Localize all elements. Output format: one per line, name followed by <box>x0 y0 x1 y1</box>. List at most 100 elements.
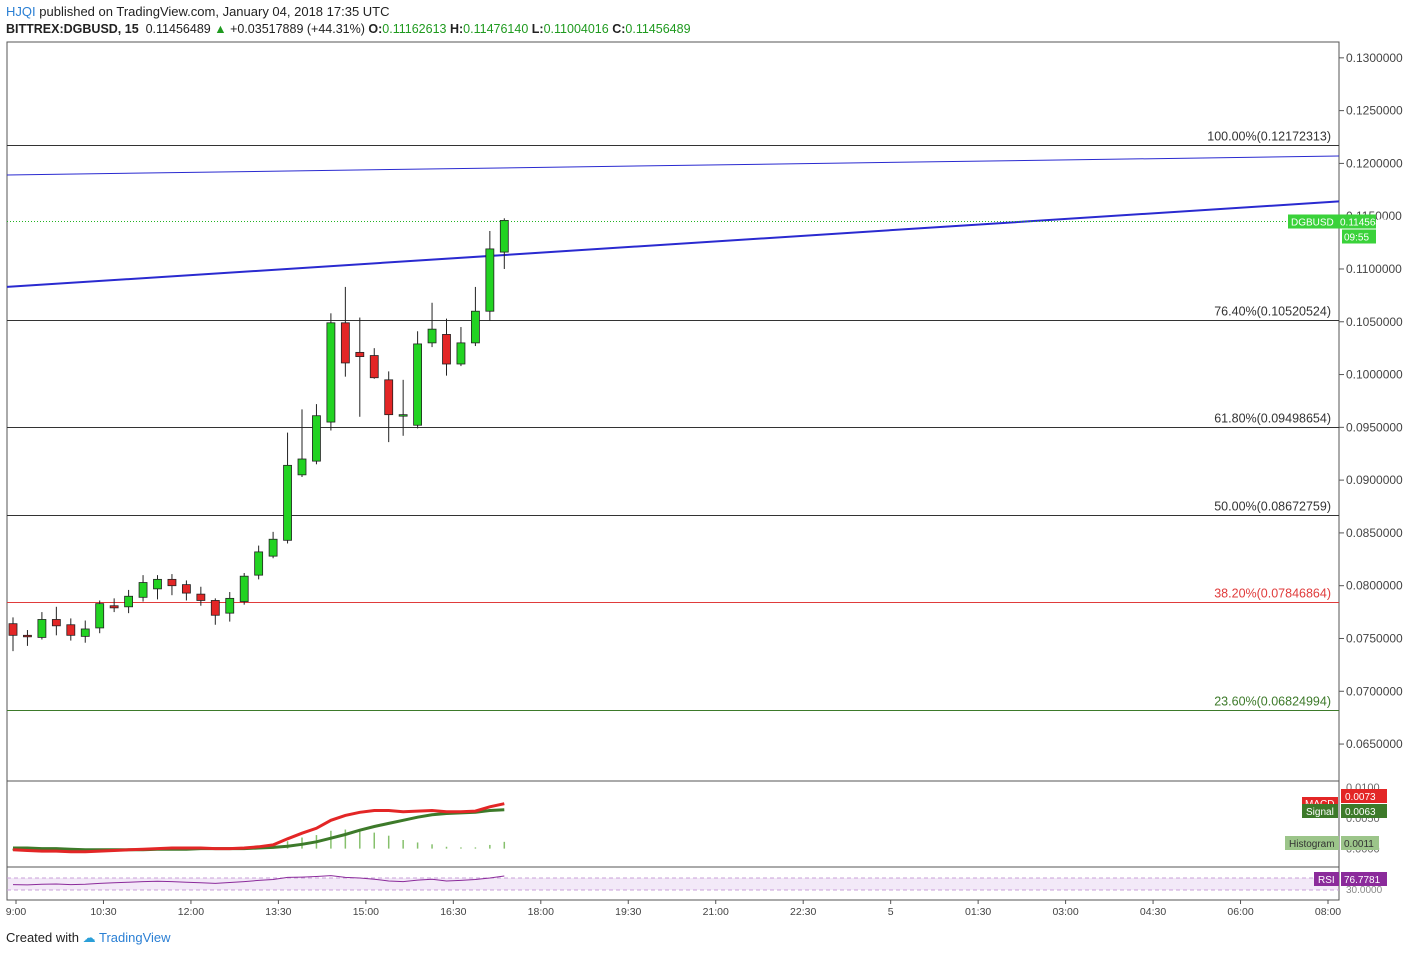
rsi-value-box <box>1341 872 1387 886</box>
time-label: 08:00 <box>1315 906 1341 918</box>
price-tick-label: 0.1050000 <box>1346 315 1403 329</box>
candle <box>225 592 235 622</box>
price-axis[interactable]: 0.13000000.12500000.12000000.11500000.11… <box>1339 51 1403 751</box>
candle <box>384 371 394 443</box>
candle-body <box>355 351 365 358</box>
candle <box>124 589 133 614</box>
candle-body <box>499 220 509 253</box>
signal-label: Signal <box>1306 807 1334 818</box>
candle <box>326 313 336 431</box>
time-label: 06:00 <box>1227 906 1253 918</box>
last-price-symbol: DGBUSD <box>1291 218 1334 229</box>
signal-value: 0.0063 <box>1345 807 1376 818</box>
price-tick-label: 0.1000000 <box>1346 368 1403 382</box>
candle-body <box>153 578 162 590</box>
candle <box>369 348 379 379</box>
candle-body <box>80 628 90 637</box>
author-name[interactable]: HJQI <box>6 4 36 19</box>
candle-body <box>239 575 249 602</box>
candle <box>254 545 264 580</box>
candle <box>297 409 307 477</box>
rsi-line <box>12 875 505 886</box>
candle-body <box>326 322 336 423</box>
rsi-value: 76.7781 <box>1344 875 1381 886</box>
candle-body <box>485 248 495 312</box>
candle-body <box>470 310 480 344</box>
candle-body <box>167 578 177 587</box>
price-tick-label: 0.0850000 <box>1346 526 1403 540</box>
close-value: 0.11456489 <box>625 22 691 36</box>
open-value: 0.11162613 <box>382 22 447 36</box>
fib-label: 100.00%(0.12172313) <box>1207 130 1331 144</box>
candle <box>485 230 495 321</box>
open-label: O: <box>368 22 383 36</box>
tradingview-logo-icon: ☁ <box>82 930 96 945</box>
time-label: 15:00 <box>353 906 379 918</box>
price-tick-label: 0.0800000 <box>1346 579 1403 593</box>
histogram-value: 0.0011 <box>1344 839 1374 850</box>
macd-line <box>12 802 505 854</box>
candle-body <box>456 342 466 365</box>
candle-body <box>109 605 119 609</box>
candle <box>181 580 191 601</box>
candle <box>196 586 206 606</box>
high-value: 0.11476140 <box>463 22 529 36</box>
created-with: Created with <box>6 930 79 945</box>
low-value: 0.11004016 <box>543 22 609 36</box>
last-price-value: 0.11456489 <box>1340 218 1393 229</box>
candle-body <box>268 538 278 557</box>
time-label: 16:30 <box>440 906 466 918</box>
rsi-label-box <box>1314 872 1339 886</box>
candle <box>268 531 278 559</box>
time-label: 21:00 <box>703 906 729 918</box>
candle-body <box>254 551 264 576</box>
candle <box>442 318 451 376</box>
countdown-value: 09:55 <box>1344 233 1369 244</box>
macd-value-box <box>1341 789 1387 803</box>
fib-label: 76.40%(0.10520524) <box>1214 305 1331 319</box>
price-tick-label: 0.1100000 <box>1346 262 1402 276</box>
signal-value-box <box>1341 804 1387 818</box>
trendline <box>6 155 1340 176</box>
time-axis[interactable]: 9:00 10:30 12:00 13:30 15:00 16:30 18:00 19:30 2… <box>6 900 1342 918</box>
low-label: L: <box>531 22 544 36</box>
signal-line <box>13 808 505 852</box>
candle <box>167 574 177 596</box>
candle <box>355 317 365 417</box>
close-label: C: <box>612 22 626 36</box>
countdown-box <box>1342 229 1376 244</box>
price-tick-label: 0.0700000 <box>1346 684 1403 698</box>
candles <box>8 218 509 652</box>
time-label: 12:00 <box>178 906 204 918</box>
candle <box>23 630 32 646</box>
candle-body <box>124 595 133 608</box>
price-tick-label: 0.1300000 <box>1346 51 1403 65</box>
price-tick-label: 0.0750000 <box>1346 631 1403 645</box>
time-label: 03:00 <box>1052 906 1078 918</box>
histogram-value-box <box>1341 836 1379 850</box>
time-label: 04:30 <box>1140 906 1166 918</box>
price-tick-label: 0.0650000 <box>1346 737 1403 751</box>
last-price-marker: DGBUSD 0.11456489 09:55 <box>7 214 1393 244</box>
time-label: 10:30 <box>90 906 116 918</box>
change-value: +0.03517889 (+44.31%) <box>230 22 365 36</box>
trendline <box>6 200 1340 288</box>
candle <box>470 286 480 347</box>
candle-body <box>413 343 423 426</box>
fib-levels: 100.00%(0.12172313) 76.40%(0.10520524) 61.… <box>7 130 1339 711</box>
time-label: 01:30 <box>965 906 991 918</box>
candle-body <box>51 619 61 627</box>
candle-body <box>283 464 292 541</box>
candle-body <box>427 328 437 344</box>
candle <box>340 286 350 377</box>
symbol-name: BITTREX:DGBUSD, 15 <box>6 22 139 36</box>
symbol-header: BITTREX:DGBUSD, 15 0.11456489 ▲ +0.03517… <box>6 22 691 36</box>
trendlines[interactable] <box>6 155 1340 288</box>
candle <box>51 606 61 636</box>
tradingview-link[interactable]: TradingView <box>99 930 171 945</box>
time-label: 5 <box>888 906 894 918</box>
time-label: 19:30 <box>615 906 641 918</box>
candle <box>283 432 292 544</box>
candle-body <box>138 582 148 598</box>
